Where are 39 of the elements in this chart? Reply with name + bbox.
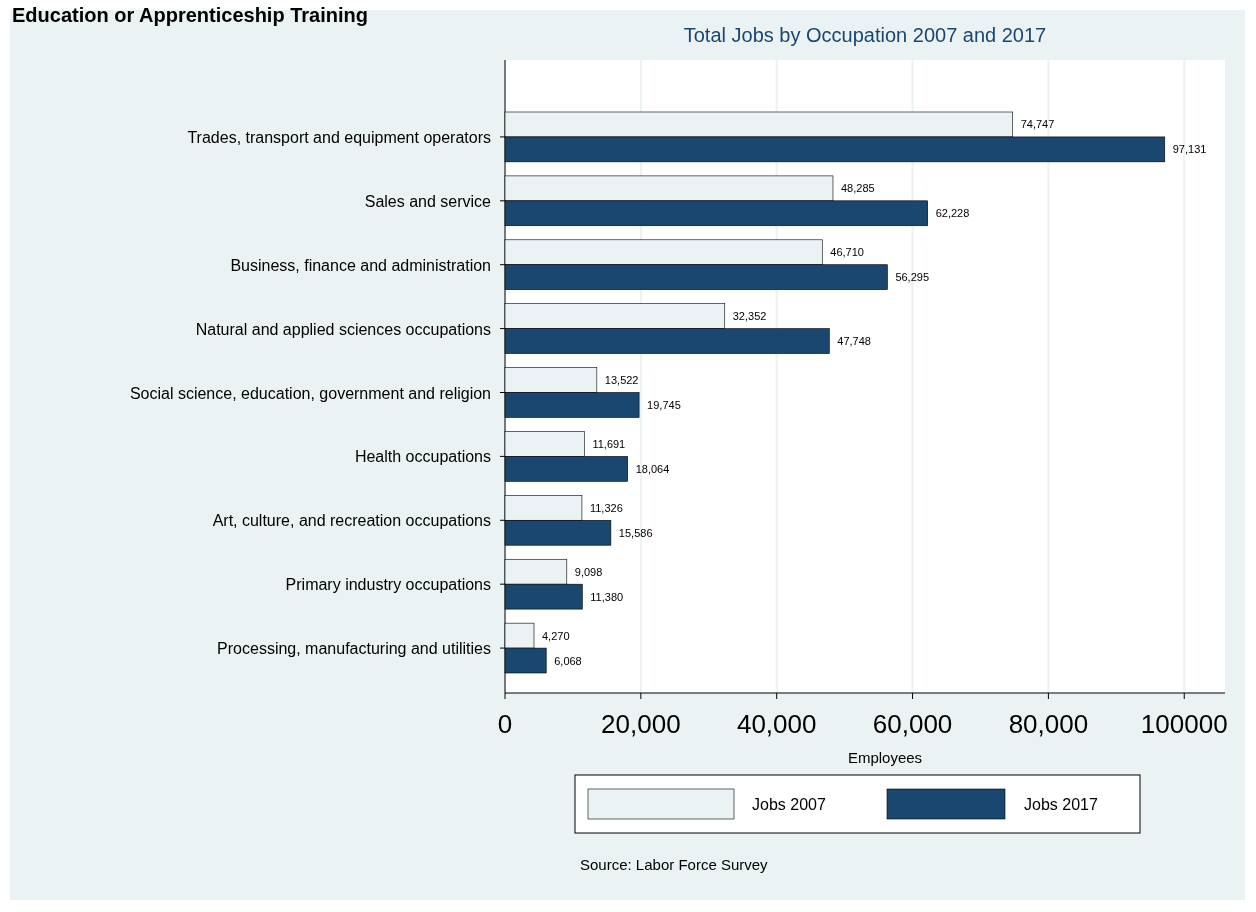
data-label: 32,352 [732,310,767,323]
data-label: 62,228 [935,207,970,220]
data-label: 97,131 [1172,143,1207,156]
data-label: 74,747 [1020,118,1055,131]
x-tick-label: 100000 [1140,709,1228,739]
y-tick-label: Sales and service [364,192,492,210]
data-label: 47,748 [837,335,871,348]
y-tick-label: Business, finance and administration [230,256,491,274]
text: Jobs 2007 [752,796,826,813]
x-tick-label: 20,000 [601,709,681,739]
data-label: 11,691 [592,437,626,450]
text: Education or Apprenticeship Training [12,4,368,26]
y-tick-label: Health occupations [354,448,491,466]
y-tick-label: Primary industry occupations [285,576,491,594]
x-axis-title: Employees [847,749,923,766]
y-tick-label: Processing, manufacturing and utilities [217,640,491,658]
y-tick-label: Trades, transport and equipment operators [187,128,491,146]
data-label: 9,098 [574,565,603,578]
data-label: 15,586 [618,526,653,539]
x-tick-label: 0 [497,709,513,739]
data-label: 11,380 [590,590,624,603]
data-label: 13,522 [604,374,639,387]
chart-subtitle: Total Jobs by Occupation 2007 and 2017 [683,24,1047,46]
data-label: 48,285 [840,182,875,195]
data-label: 6,068 [554,654,582,667]
data-label: 4,270 [542,629,570,642]
source-note: Source: Labor Force Survey [580,856,769,873]
y-tick-label: Social science, education, government and religion [129,384,491,402]
data-label: 11,326 [589,501,623,514]
y-tick-label: Art, culture, and recreation occupations [212,512,491,530]
x-tick-label: 40,000 [736,709,817,739]
data-label: 56,295 [895,271,930,284]
x-tick-label: 60,000 [872,709,953,739]
x-tick-label: 80,000 [1008,709,1089,739]
y-tick-label: Natural and applied sciences occupations [195,320,491,338]
data-label: 46,710 [830,246,864,259]
text: Jobs 2017 [1024,796,1098,813]
data-label: 19,745 [647,398,681,411]
data-label: 18,064 [635,462,670,475]
